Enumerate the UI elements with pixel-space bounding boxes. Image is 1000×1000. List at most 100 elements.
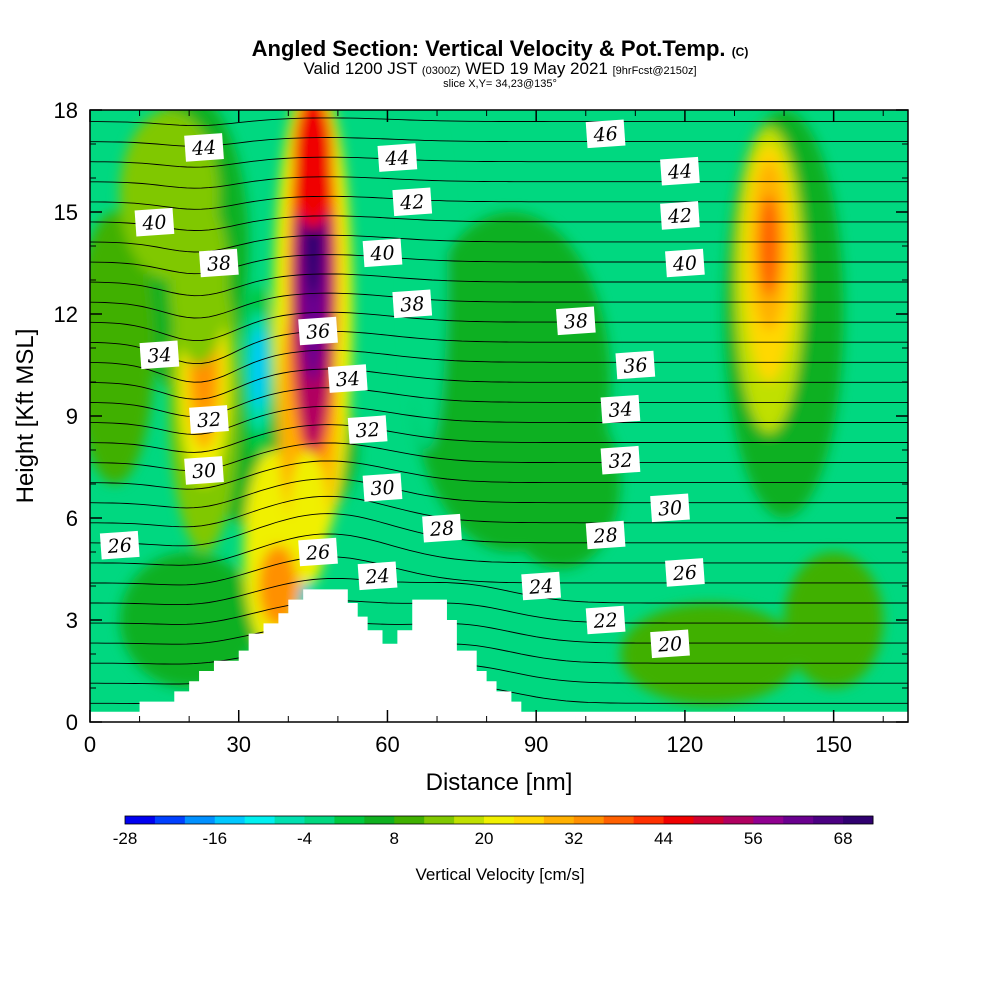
contour-label-text: 44 [666, 160, 693, 184]
contour-label: 26 [665, 558, 705, 587]
contour-label-text: 24 [527, 575, 554, 599]
colorbar-tick-label: 68 [834, 829, 853, 848]
colorbar-swatch [454, 816, 485, 824]
isentrope [90, 442, 908, 472]
contour-label-text: 26 [304, 541, 331, 565]
contour-label: 38 [555, 306, 596, 336]
isentrope [90, 600, 908, 625]
contour-label-box [99, 530, 140, 560]
isentrope [90, 556, 908, 586]
colorbar-swatch [214, 816, 246, 824]
contour-label-text: 46 [592, 123, 619, 147]
colorbar-swatch [364, 816, 395, 824]
contour-label: 44 [660, 156, 700, 186]
y-tick-label: 9 [66, 404, 78, 429]
colorbar-swatch [274, 816, 306, 824]
isentrope [90, 349, 908, 383]
contour-label: 24 [521, 571, 561, 601]
colorbar-swatch [693, 816, 724, 824]
chart-title-main: Angled Section: Vertical Velocity & Pot.… [251, 36, 726, 61]
contour-label-box [600, 445, 641, 475]
contour-label: 20 [650, 629, 690, 659]
colorbar-swatch [603, 816, 635, 824]
colorbar-swatch [484, 816, 515, 824]
contour-label-box [615, 350, 656, 380]
field-blob [119, 552, 259, 688]
contour-label: 42 [660, 201, 700, 230]
y-tick-label: 15 [54, 200, 78, 225]
contour-label-box [521, 571, 561, 601]
field-blob [169, 195, 229, 365]
isentrope [90, 460, 908, 490]
contour-label-box [665, 558, 705, 587]
contour-label: 34 [327, 364, 368, 393]
field-blob [293, 110, 333, 229]
terrain-mask [90, 589, 908, 722]
isentrope [90, 577, 908, 606]
contour-label-box [357, 561, 398, 591]
contour-label-text: 40 [369, 242, 396, 266]
contour-label-text: 42 [398, 191, 425, 215]
contour-label: 34 [600, 394, 641, 424]
contour-label-box [585, 119, 626, 149]
contour-label: 30 [362, 473, 403, 502]
contour-label-box [422, 513, 462, 543]
contour-label-text: 20 [656, 633, 683, 657]
contour-label-text: 34 [147, 344, 173, 368]
contour-label-box [585, 520, 626, 550]
x-axis-label: Distance [nm] [426, 769, 573, 796]
contour-label-text: 40 [141, 211, 168, 235]
contour-label-text: 28 [592, 524, 619, 548]
contour-label: 26 [298, 537, 338, 567]
colorbar-tick-label: -4 [297, 829, 312, 848]
contour-label-box [139, 340, 180, 370]
colorbar-swatch [125, 816, 156, 824]
contour-label-text: 26 [106, 534, 133, 558]
colorbar-tick-label: -16 [202, 829, 227, 848]
contour-label-text: 32 [355, 419, 381, 443]
colorbar-swatch [334, 816, 365, 824]
contour-label-box [298, 316, 338, 346]
colorbar-swatch [244, 816, 276, 824]
x-tick-label: 150 [815, 732, 852, 757]
chart-title-suffix: (C) [731, 45, 749, 59]
isentrope [90, 156, 908, 168]
colorbar-swatch [304, 816, 335, 824]
colorbar-swatch [394, 816, 425, 824]
contour-label: 34 [139, 340, 180, 370]
isentrope [90, 273, 908, 297]
isentrope [90, 513, 908, 547]
contour-label: 36 [298, 316, 338, 346]
contour-label-text: 38 [206, 252, 232, 276]
contour-label: 36 [615, 350, 656, 380]
contour-label: 30 [650, 493, 690, 523]
contour-label-box [585, 605, 626, 635]
isentrope [90, 368, 908, 400]
colorbar-swatch [543, 816, 575, 824]
isentrope [90, 292, 908, 319]
x-tick-label: 60 [375, 732, 399, 757]
contour-label-text: 30 [370, 477, 396, 501]
contour-label-text: 40 [671, 252, 698, 276]
isentrope [90, 176, 908, 189]
colorbar-swatch [843, 816, 874, 824]
isentrope [90, 622, 908, 645]
valid-date: WED 19 May 2021 [465, 59, 608, 78]
field-layers [90, 110, 884, 705]
contour-label-box [392, 289, 433, 319]
contour-label-box [184, 133, 224, 162]
y-tick-label: 0 [66, 710, 78, 735]
isentrope [90, 533, 908, 566]
contour-label-box [600, 394, 641, 424]
contour-label: 32 [347, 415, 388, 444]
contour-label: 42 [392, 187, 433, 217]
contour-labels: 4440383432302644424038363432302826244644… [99, 119, 705, 659]
isentrope [90, 137, 908, 147]
contour-label-text: 24 [364, 565, 391, 589]
colorbar-tick-label: -28 [113, 829, 138, 848]
contour-label-text: 44 [384, 147, 411, 171]
colorbar-swatch [723, 816, 754, 824]
contour-label: 44 [377, 143, 418, 172]
colorbar-title: Vertical Velocity [cm/s] [415, 865, 584, 884]
